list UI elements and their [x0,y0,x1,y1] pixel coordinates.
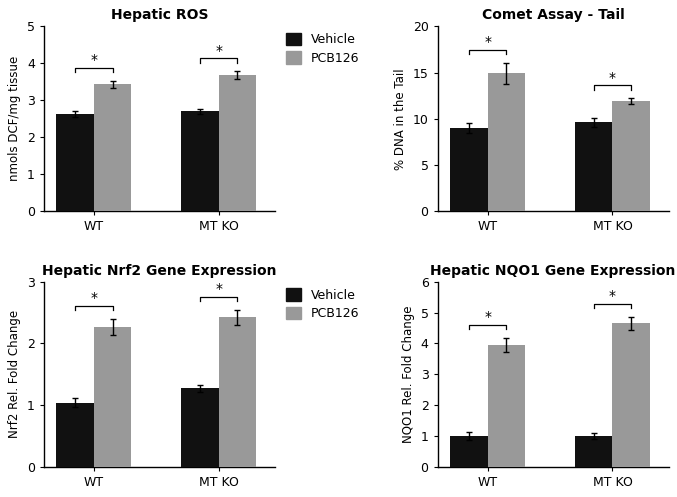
Bar [450,128,487,211]
Bar [56,114,94,211]
Bar [487,345,525,467]
Text: *: * [215,44,222,58]
Y-axis label: nmols DCF/mg tissue: nmols DCF/mg tissue [8,56,22,181]
Legend: Vehicle, PCB126: Vehicle, PCB126 [286,288,359,320]
Bar [613,101,650,211]
Text: *: * [90,53,97,67]
Text: *: * [484,35,491,49]
Y-axis label: % DNA in the Tail: % DNA in the Tail [394,68,407,169]
Bar [94,84,131,211]
Title: Hepatic ROS: Hepatic ROS [110,8,209,22]
Text: *: * [90,291,97,305]
Bar [181,111,219,211]
Text: *: * [484,310,491,324]
Bar [94,327,131,467]
Bar [450,436,487,467]
Bar [219,75,256,211]
Bar [613,324,650,467]
Bar [181,388,219,467]
Bar [487,74,525,211]
Bar [219,318,256,467]
Legend: Vehicle, PCB126: Vehicle, PCB126 [286,32,359,65]
Y-axis label: NQO1 Rel. Fold Change: NQO1 Rel. Fold Change [402,306,415,443]
Bar [56,403,94,467]
Bar [575,436,613,467]
Text: *: * [609,289,616,303]
Title: Hepatic Nrf2 Gene Expression: Hepatic Nrf2 Gene Expression [42,264,277,278]
Bar [575,122,613,211]
Title: Comet Assay - Tail: Comet Assay - Tail [482,8,624,22]
Y-axis label: Nrf2 Rel. Fold Change: Nrf2 Rel. Fold Change [8,310,22,438]
Title: Hepatic NQO1 Gene Expression: Hepatic NQO1 Gene Expression [431,264,676,278]
Text: *: * [609,71,616,84]
Text: *: * [215,282,222,296]
